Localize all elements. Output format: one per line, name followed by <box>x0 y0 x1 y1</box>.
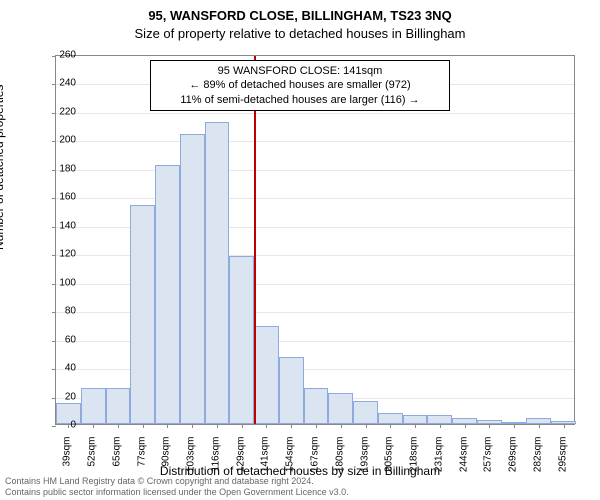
y-tick-label: 180 <box>59 163 76 174</box>
histogram-bar <box>427 415 452 424</box>
y-tick-label: 60 <box>65 334 76 345</box>
x-tick-mark <box>465 424 466 428</box>
histogram-bar <box>328 393 353 424</box>
histogram-bar <box>229 256 254 424</box>
x-tick-label: 218sqm <box>409 437 420 487</box>
x-tick-label: 205sqm <box>384 437 395 487</box>
y-tick-label: 200 <box>59 135 76 146</box>
y-tick-mark <box>52 398 56 399</box>
y-tick-mark <box>52 312 56 313</box>
x-tick-label: 231sqm <box>433 437 444 487</box>
y-tick-label: 120 <box>59 249 76 260</box>
reference-line <box>254 56 256 424</box>
x-tick-mark <box>217 424 218 428</box>
y-axis-label: Number of detached properties <box>0 85 6 250</box>
x-tick-label: 257sqm <box>483 437 494 487</box>
y-tick-mark <box>52 255 56 256</box>
y-tick-mark <box>52 426 56 427</box>
x-tick-mark <box>118 424 119 428</box>
footer-attribution: Contains HM Land Registry data © Crown c… <box>5 476 349 498</box>
y-tick-label: 220 <box>59 106 76 117</box>
x-tick-label: 295sqm <box>557 437 568 487</box>
x-tick-label: 193sqm <box>359 437 370 487</box>
histogram-bar <box>205 122 230 424</box>
y-tick-label: 80 <box>65 306 76 317</box>
x-tick-mark <box>390 424 391 428</box>
x-tick-mark <box>242 424 243 428</box>
x-tick-mark <box>143 424 144 428</box>
y-tick-label: 160 <box>59 192 76 203</box>
x-tick-mark <box>564 424 565 428</box>
histogram-bar <box>81 388 106 424</box>
property-info-box: 95 WANSFORD CLOSE: 141sqm ← 89% of detac… <box>150 60 450 111</box>
chart-title-description: Size of property relative to detached ho… <box>0 26 600 41</box>
info-larger-pct: 11% of semi-detached houses are larger (… <box>159 93 441 107</box>
histogram-bar <box>403 415 428 424</box>
x-tick-mark <box>192 424 193 428</box>
y-tick-mark <box>52 284 56 285</box>
x-tick-mark <box>291 424 292 428</box>
y-tick-label: 260 <box>59 50 76 61</box>
x-tick-mark <box>341 424 342 428</box>
x-tick-mark <box>366 424 367 428</box>
x-tick-mark <box>415 424 416 428</box>
x-tick-mark <box>440 424 441 428</box>
grid-line <box>56 170 574 171</box>
y-tick-mark <box>52 341 56 342</box>
y-tick-mark <box>52 170 56 171</box>
x-tick-label: 244sqm <box>458 437 469 487</box>
y-tick-mark <box>52 56 56 57</box>
grid-line <box>56 113 574 114</box>
y-tick-mark <box>52 198 56 199</box>
histogram-bar <box>155 165 180 424</box>
histogram-bar <box>279 357 304 424</box>
histogram-bar <box>378 413 403 424</box>
histogram-bar <box>180 134 205 424</box>
y-tick-mark <box>52 227 56 228</box>
histogram-bar <box>353 401 378 424</box>
footer-line1: Contains HM Land Registry data © Crown c… <box>5 476 349 487</box>
grid-line <box>56 198 574 199</box>
y-tick-label: 40 <box>65 363 76 374</box>
y-tick-label: 240 <box>59 78 76 89</box>
histogram-bar <box>106 388 131 424</box>
y-tick-mark <box>52 84 56 85</box>
y-tick-mark <box>52 141 56 142</box>
x-tick-mark <box>266 424 267 428</box>
x-tick-mark <box>68 424 69 428</box>
y-tick-label: 0 <box>70 420 76 431</box>
x-tick-mark <box>167 424 168 428</box>
footer-line2: Contains public sector information licen… <box>5 487 349 498</box>
x-tick-mark <box>539 424 540 428</box>
y-tick-label: 20 <box>65 391 76 402</box>
y-tick-label: 140 <box>59 220 76 231</box>
info-property-size: 95 WANSFORD CLOSE: 141sqm <box>159 64 441 78</box>
histogram-bar <box>304 388 329 424</box>
histogram-bar <box>130 205 155 424</box>
x-tick-mark <box>316 424 317 428</box>
grid-line <box>56 141 574 142</box>
info-smaller-pct: ← 89% of detached houses are smaller (97… <box>159 78 441 92</box>
x-tick-mark <box>489 424 490 428</box>
histogram-bar <box>56 403 81 424</box>
chart-title-address: 95, WANSFORD CLOSE, BILLINGHAM, TS23 3NQ <box>0 8 600 23</box>
x-tick-label: 282sqm <box>532 437 543 487</box>
y-tick-mark <box>52 369 56 370</box>
histogram-bar <box>254 326 279 424</box>
y-tick-mark <box>52 113 56 114</box>
x-tick-mark <box>514 424 515 428</box>
x-tick-label: 269sqm <box>508 437 519 487</box>
x-tick-mark <box>93 424 94 428</box>
y-tick-label: 100 <box>59 277 76 288</box>
